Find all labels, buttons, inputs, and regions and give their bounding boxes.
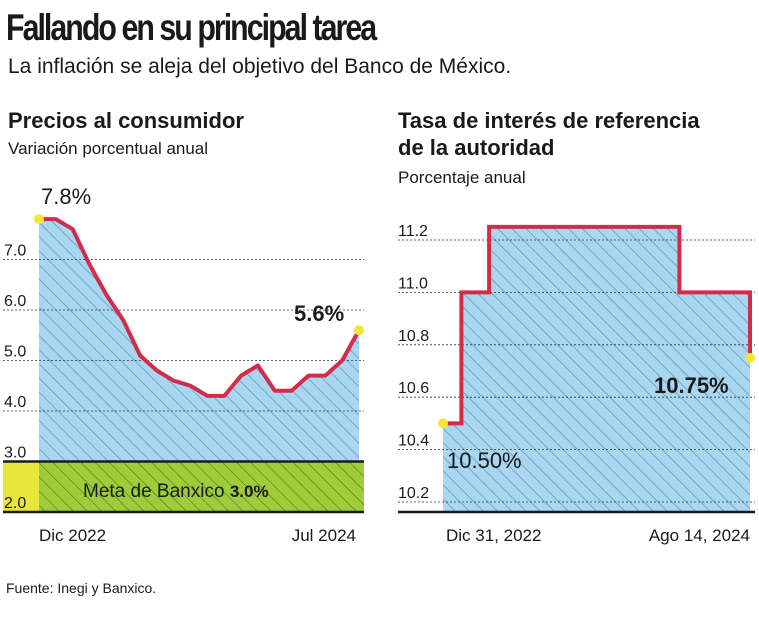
page-title: Fallando en su principal tarea <box>6 7 377 48</box>
target-label: Meta de Banxico 3.0% <box>83 481 269 502</box>
y-tick-label: 4.0 <box>4 394 26 411</box>
start-point <box>438 418 448 429</box>
right-chart-subtitle: Porcentaje anual <box>398 168 526 187</box>
page-subtitle: La inflación se aleja del objetivo del B… <box>8 55 512 78</box>
target-value-label: 3.0% <box>230 482 269 501</box>
inflation-area <box>39 219 359 462</box>
target-band <box>39 461 364 512</box>
end-point <box>745 352 755 363</box>
x-label-start: Dic 31, 2022 <box>446 526 541 545</box>
interest-rate-chart: 11.2 11.0 10.8 10.6 10.4 10.2 10.50% 10.75% Dic … <box>398 223 755 545</box>
y-tick-label: 6.0 <box>4 293 26 310</box>
y-tick-label: 3.0 <box>4 445 26 462</box>
y-tick-label: 10.8 <box>398 328 429 345</box>
y-tick-label: 7.0 <box>4 243 26 260</box>
right-chart-title-line1: Tasa de interés de referencia <box>398 108 700 133</box>
start-value-label: 7.8% <box>41 184 91 209</box>
left-chart-subtitle: Variación porcentual anual <box>8 139 209 158</box>
x-label-end: Jul 2024 <box>292 526 356 545</box>
y-tick-label: 2.0 <box>4 495 26 512</box>
end-point <box>354 325 364 336</box>
end-value-label: 5.6% <box>294 301 344 326</box>
y-tick-label: 10.2 <box>398 485 429 502</box>
start-value-label: 10.50% <box>447 448 522 473</box>
rate-line <box>443 224 752 426</box>
y-tick-label: 10.6 <box>398 380 429 397</box>
inflation-line <box>37 217 361 398</box>
x-label-end: Ago 14, 2024 <box>649 526 750 545</box>
inflation-chart: 7.0 6.0 5.0 4.0 3.0 2.0 7.8% 5.6% Meta de Banxic… <box>3 184 364 545</box>
start-point <box>34 214 44 225</box>
source-note: Fuente: Inegi y Banxico. <box>6 580 157 596</box>
y-tick-label: 11.0 <box>398 275 428 292</box>
y-tick-label: 5.0 <box>4 344 26 361</box>
target-band-axis <box>3 461 39 512</box>
rate-area <box>443 226 750 512</box>
right-chart-title-line2: de la autoridad <box>398 135 555 160</box>
y-tick-label: 10.4 <box>398 433 429 450</box>
left-chart-title: Precios al consumidor <box>8 108 244 133</box>
y-tick-label: 11.2 <box>398 223 428 240</box>
x-label-start: Dic 2022 <box>39 526 106 545</box>
end-value-label: 10.75% <box>654 373 729 398</box>
